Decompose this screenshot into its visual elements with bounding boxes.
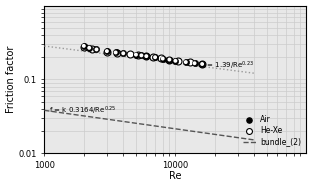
- Point: [160, 57, 165, 60]
- Point: [144, 55, 149, 58]
- Point: [173, 59, 178, 62]
- Point: [167, 58, 172, 61]
- Point: [183, 61, 188, 64]
- Point: [183, 61, 188, 64]
- Point: [105, 50, 110, 53]
- Point: [200, 62, 205, 65]
- Point: [115, 52, 120, 55]
- Point: [153, 56, 158, 59]
- Point: [113, 51, 118, 54]
- Point: [160, 57, 165, 60]
- Point: [94, 48, 99, 51]
- Point: [81, 45, 86, 48]
- Point: [167, 58, 172, 61]
- Point: [121, 52, 126, 55]
- Text: f = k 0.3164/Re$^{0.25}$: f = k 0.3164/Re$^{0.25}$: [49, 104, 116, 117]
- Point: [134, 53, 139, 56]
- Y-axis label: Friction factor: Friction factor: [6, 46, 16, 113]
- Point: [81, 44, 86, 47]
- Point: [144, 55, 149, 58]
- Point: [153, 56, 158, 59]
- Point: [192, 62, 197, 65]
- Point: [105, 50, 110, 53]
- Point: [134, 53, 139, 56]
- Point: [176, 59, 181, 62]
- Text: f = 1.39/Re$^{0.23}$: f = 1.39/Re$^{0.23}$: [202, 59, 254, 72]
- Point: [89, 47, 94, 50]
- Point: [105, 50, 110, 53]
- Point: [159, 56, 164, 59]
- Point: [87, 46, 92, 49]
- Point: [136, 54, 141, 57]
- Point: [87, 46, 92, 49]
- Point: [188, 61, 193, 64]
- Point: [139, 54, 144, 57]
- Point: [173, 59, 178, 62]
- Point: [200, 62, 205, 65]
- Point: [151, 55, 156, 58]
- Point: [81, 44, 86, 47]
- Point: [200, 62, 205, 65]
- Point: [128, 53, 133, 56]
- Point: [167, 58, 172, 61]
- Point: [139, 54, 144, 57]
- X-axis label: Re: Re: [169, 171, 182, 181]
- Point: [144, 54, 149, 57]
- Point: [113, 51, 118, 54]
- Point: [121, 52, 126, 55]
- Legend: Air, He-Xe, bundle_(2): Air, He-Xe, bundle_(2): [241, 114, 303, 148]
- Point: [192, 62, 197, 65]
- Point: [94, 48, 99, 51]
